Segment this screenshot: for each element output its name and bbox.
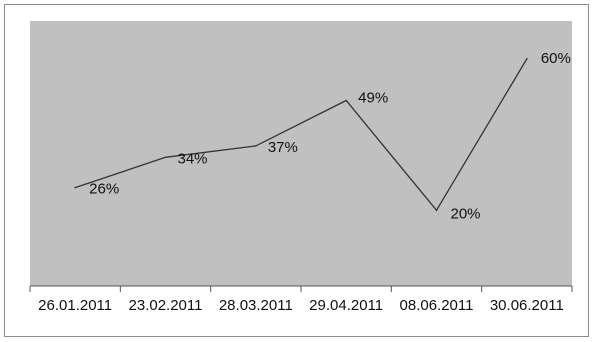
data-point	[74, 186, 76, 189]
x-tick-label: 08.06.2011	[400, 297, 474, 314]
data-label: 34%	[178, 150, 208, 167]
data-label: 20%	[451, 205, 481, 222]
data-point	[255, 145, 257, 147]
x-tick-label: 30.06.2011	[490, 297, 564, 314]
series-line-group	[74, 58, 528, 212]
data-label: 37%	[268, 139, 298, 156]
data-point	[164, 156, 167, 159]
x-tick-label: 23.02.2011	[129, 297, 203, 314]
x-axis: 26.01.2011 23.02.2011 28.03.2011 29.04.2011…	[29, 285, 573, 314]
x-tick-label: 26.01.2011	[38, 297, 112, 314]
plot-area	[30, 21, 572, 286]
data-point	[435, 209, 438, 212]
data-label: 49%	[358, 90, 388, 107]
data-label-group: 26% 34% 37% 49% 20% 60%	[89, 50, 571, 222]
x-tick-label: 29.04.2011	[309, 297, 383, 314]
data-label: 26%	[89, 181, 119, 198]
data-point	[345, 99, 347, 102]
data-point	[526, 58, 528, 60]
series-line	[74, 58, 528, 212]
data-label: 60%	[541, 50, 571, 67]
x-tick-label: 28.03.2011	[219, 297, 293, 314]
